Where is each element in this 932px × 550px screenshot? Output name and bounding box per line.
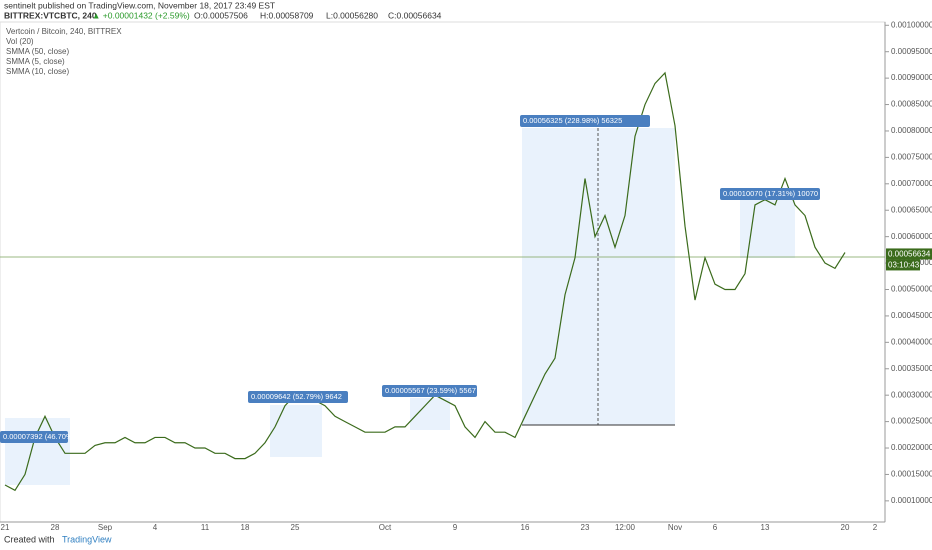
y-tick-label: 0.00095000 bbox=[891, 47, 932, 56]
legend-item: SMMA (10, close) bbox=[6, 67, 69, 76]
y-tick-label: 0.00080000 bbox=[891, 126, 932, 135]
annotation-box bbox=[248, 391, 348, 403]
x-tick-label: Nov bbox=[668, 523, 682, 532]
close: C:0.00056634 bbox=[388, 10, 442, 20]
legend-item: SMMA (50, close) bbox=[6, 47, 69, 56]
x-tick-label: 11 bbox=[201, 523, 210, 532]
legend-item: Vol (20) bbox=[6, 37, 34, 46]
change: ▲ +0.00001432 (+2.59%) bbox=[92, 10, 190, 20]
y-tick-label: 0.00040000 bbox=[891, 337, 932, 346]
last-price-label: 0.00056634 bbox=[888, 250, 931, 259]
x-tick-label: Sep bbox=[98, 523, 113, 532]
x-tick-label: 13 bbox=[761, 523, 770, 532]
measure-box bbox=[5, 418, 70, 485]
y-tick-label: 0.00035000 bbox=[891, 364, 932, 373]
y-tick-label: 0.00020000 bbox=[891, 443, 932, 452]
y-tick-label: 0.00030000 bbox=[891, 390, 932, 399]
annotation-box bbox=[720, 188, 820, 200]
y-tick-label: 0.00010000 bbox=[891, 496, 932, 505]
x-tick-label: 28 bbox=[51, 523, 60, 532]
countdown-tag bbox=[886, 259, 920, 271]
x-tick-label: 20 bbox=[841, 523, 850, 532]
y-tick-label: 0.00075000 bbox=[891, 152, 932, 161]
annotation-label: 0.00056325 (228.98%) 56325 bbox=[523, 116, 622, 125]
x-tick-label: 18 bbox=[241, 523, 250, 532]
annotation-label: 0.00010070 (17.31%) 10070 bbox=[723, 189, 818, 198]
y-tick-label: 0.00085000 bbox=[891, 100, 932, 109]
published-line: sentinelt published on TradingView.com, … bbox=[4, 0, 275, 10]
symbol: BITTREX:VTCBTC, 240 bbox=[4, 10, 97, 20]
x-tick-label: Oct bbox=[379, 523, 392, 532]
last-price-tag bbox=[886, 248, 932, 260]
x-tick-label: 9 bbox=[453, 523, 458, 532]
x-tick-label: 16 bbox=[521, 523, 530, 532]
countdown: 03:10:43 bbox=[888, 261, 920, 270]
x-tick-label: 21 bbox=[1, 523, 10, 532]
annotation-box bbox=[382, 385, 477, 397]
annotation-label: 0.00005567 (23.59%) 5567 bbox=[385, 386, 476, 395]
legend-item: Vertcoin / Bitcoin, 240, BITTREX bbox=[6, 27, 122, 36]
y-tick-label: 0.00015000 bbox=[891, 470, 932, 479]
plot-area bbox=[0, 21, 886, 523]
x-tick-label: 2 bbox=[873, 523, 878, 532]
footer-created: Created with bbox=[4, 534, 55, 544]
low: L:0.00056280 bbox=[326, 10, 378, 20]
annotation-label: 0.00009642 (52.79%) 9642 bbox=[251, 392, 342, 401]
x-tick-label: 6 bbox=[713, 523, 718, 532]
x-tick-label: 23 bbox=[581, 523, 590, 532]
annotation-box bbox=[0, 431, 68, 443]
y-tick-label: 0.00050000 bbox=[891, 285, 932, 294]
x-tick-label: 25 bbox=[291, 523, 300, 532]
price-line bbox=[4, 71, 846, 492]
annotation-box bbox=[520, 115, 650, 127]
high: H:0.00058709 bbox=[260, 10, 314, 20]
annotation-label: 0.00007392 (46.70%) 7392 bbox=[3, 432, 94, 441]
y-tick-label: 0.00090000 bbox=[891, 73, 932, 82]
y-tick-label: 0.00060000 bbox=[891, 232, 932, 241]
legend-item: SMMA (5, close) bbox=[6, 57, 65, 66]
y-tick-label: 0.00100000 bbox=[891, 20, 932, 29]
y-tick-label: 0.00070000 bbox=[891, 179, 932, 188]
open: O:0.00057506 bbox=[194, 10, 248, 20]
y-tick-label: 0.00025000 bbox=[891, 417, 932, 426]
y-tick-label: 0.00045000 bbox=[891, 311, 932, 320]
measure-boxes bbox=[5, 128, 795, 485]
measure-box bbox=[270, 405, 322, 457]
x-tick-label: 12:00 bbox=[615, 523, 636, 532]
footer-brand[interactable]: TradingView bbox=[62, 534, 112, 544]
measure-box bbox=[410, 398, 450, 430]
y-tick-label: 0.00065000 bbox=[891, 205, 932, 214]
x-tick-label: 4 bbox=[153, 523, 158, 532]
